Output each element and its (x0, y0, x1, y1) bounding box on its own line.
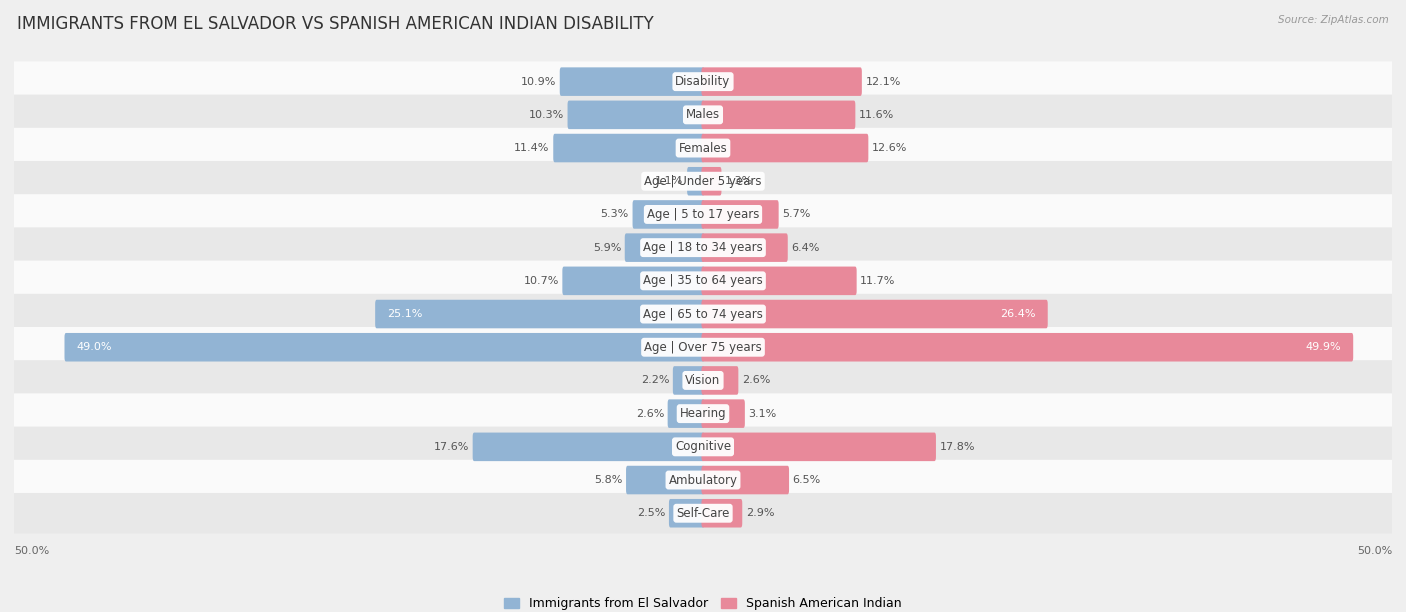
Text: 12.6%: 12.6% (872, 143, 907, 153)
FancyBboxPatch shape (624, 233, 704, 262)
Text: 2.6%: 2.6% (742, 375, 770, 386)
Text: 5.8%: 5.8% (593, 475, 623, 485)
FancyBboxPatch shape (568, 100, 704, 129)
FancyBboxPatch shape (702, 499, 742, 528)
FancyBboxPatch shape (13, 327, 1393, 367)
Text: 1.3%: 1.3% (725, 176, 754, 186)
FancyBboxPatch shape (472, 433, 704, 461)
FancyBboxPatch shape (65, 333, 704, 362)
Text: Vision: Vision (685, 374, 721, 387)
Text: Cognitive: Cognitive (675, 441, 731, 453)
FancyBboxPatch shape (702, 67, 862, 96)
FancyBboxPatch shape (560, 67, 704, 96)
FancyBboxPatch shape (13, 161, 1393, 201)
Text: Age | Under 5 years: Age | Under 5 years (644, 175, 762, 188)
FancyBboxPatch shape (13, 261, 1393, 301)
FancyBboxPatch shape (702, 300, 1047, 328)
Text: 2.2%: 2.2% (641, 375, 669, 386)
Text: Disability: Disability (675, 75, 731, 88)
FancyBboxPatch shape (688, 167, 704, 195)
FancyBboxPatch shape (702, 466, 789, 494)
Text: 10.7%: 10.7% (523, 276, 558, 286)
Text: 25.1%: 25.1% (387, 309, 422, 319)
Text: Ambulatory: Ambulatory (668, 474, 738, 487)
Text: 6.5%: 6.5% (793, 475, 821, 485)
Text: 26.4%: 26.4% (1000, 309, 1036, 319)
Legend: Immigrants from El Salvador, Spanish American Indian: Immigrants from El Salvador, Spanish Ame… (499, 592, 907, 612)
Text: Self-Care: Self-Care (676, 507, 730, 520)
FancyBboxPatch shape (702, 200, 779, 229)
FancyBboxPatch shape (633, 200, 704, 229)
Text: 49.9%: 49.9% (1306, 342, 1341, 353)
Text: 2.9%: 2.9% (747, 508, 775, 518)
FancyBboxPatch shape (669, 499, 704, 528)
Text: 50.0%: 50.0% (1357, 547, 1392, 556)
Text: IMMIGRANTS FROM EL SALVADOR VS SPANISH AMERICAN INDIAN DISABILITY: IMMIGRANTS FROM EL SALVADOR VS SPANISH A… (17, 15, 654, 33)
FancyBboxPatch shape (702, 400, 745, 428)
Text: 5.9%: 5.9% (593, 242, 621, 253)
FancyBboxPatch shape (553, 134, 704, 162)
Text: 10.3%: 10.3% (529, 110, 564, 120)
Text: 3.1%: 3.1% (748, 409, 776, 419)
FancyBboxPatch shape (13, 294, 1393, 334)
FancyBboxPatch shape (13, 128, 1393, 168)
Text: 49.0%: 49.0% (76, 342, 112, 353)
FancyBboxPatch shape (668, 400, 704, 428)
FancyBboxPatch shape (13, 228, 1393, 268)
Text: 50.0%: 50.0% (14, 547, 49, 556)
Text: 17.6%: 17.6% (433, 442, 470, 452)
Text: Hearing: Hearing (679, 407, 727, 420)
Text: 17.8%: 17.8% (939, 442, 976, 452)
FancyBboxPatch shape (626, 466, 704, 494)
FancyBboxPatch shape (13, 394, 1393, 434)
FancyBboxPatch shape (13, 427, 1393, 467)
Text: Age | 5 to 17 years: Age | 5 to 17 years (647, 208, 759, 221)
Text: 6.4%: 6.4% (792, 242, 820, 253)
Text: 2.6%: 2.6% (636, 409, 664, 419)
FancyBboxPatch shape (375, 300, 704, 328)
FancyBboxPatch shape (702, 333, 1353, 362)
Text: Females: Females (679, 141, 727, 155)
Text: 11.7%: 11.7% (860, 276, 896, 286)
Text: Age | 18 to 34 years: Age | 18 to 34 years (643, 241, 763, 254)
Text: 1.1%: 1.1% (655, 176, 683, 186)
Text: 5.7%: 5.7% (782, 209, 811, 220)
FancyBboxPatch shape (13, 95, 1393, 135)
FancyBboxPatch shape (702, 100, 855, 129)
Text: Age | 35 to 64 years: Age | 35 to 64 years (643, 274, 763, 288)
FancyBboxPatch shape (13, 194, 1393, 234)
Text: 11.6%: 11.6% (859, 110, 894, 120)
FancyBboxPatch shape (673, 366, 704, 395)
Text: Source: ZipAtlas.com: Source: ZipAtlas.com (1278, 15, 1389, 25)
Text: 5.3%: 5.3% (600, 209, 628, 220)
Text: 11.4%: 11.4% (515, 143, 550, 153)
FancyBboxPatch shape (13, 360, 1393, 401)
FancyBboxPatch shape (702, 366, 738, 395)
Text: 10.9%: 10.9% (520, 76, 557, 87)
FancyBboxPatch shape (702, 267, 856, 295)
FancyBboxPatch shape (562, 267, 704, 295)
FancyBboxPatch shape (13, 61, 1393, 102)
Text: 2.5%: 2.5% (637, 508, 665, 518)
FancyBboxPatch shape (702, 433, 936, 461)
FancyBboxPatch shape (702, 167, 721, 195)
FancyBboxPatch shape (702, 233, 787, 262)
FancyBboxPatch shape (13, 460, 1393, 500)
Text: Age | 65 to 74 years: Age | 65 to 74 years (643, 308, 763, 321)
Text: 12.1%: 12.1% (866, 76, 901, 87)
FancyBboxPatch shape (13, 493, 1393, 534)
FancyBboxPatch shape (702, 134, 869, 162)
Text: Males: Males (686, 108, 720, 121)
Text: Age | Over 75 years: Age | Over 75 years (644, 341, 762, 354)
